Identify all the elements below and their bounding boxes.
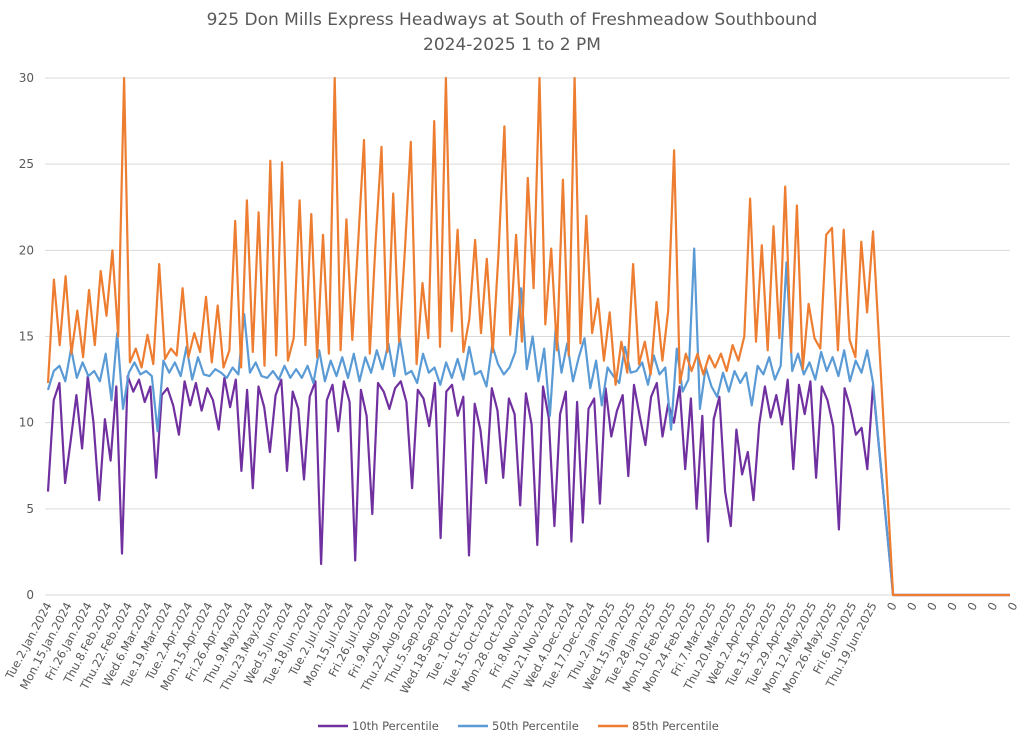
chart-subtitle: 2024-2025 1 to 2 PM: [423, 35, 601, 55]
y-tick-label: 0: [26, 588, 34, 602]
x-tick-label: 0: [904, 600, 920, 613]
legend-label: 85th Percentile: [632, 719, 719, 733]
legend: 10th Percentile 50th Percentile 85th Perce…: [318, 719, 719, 733]
y-tick-label: 25: [19, 157, 34, 171]
series-line-3: [46, 76, 1010, 597]
chart-title: 925 Don Mills Express Headways at South …: [207, 10, 818, 30]
series-line-1: [46, 375, 1010, 597]
x-tick-label: 0: [924, 600, 940, 613]
x-tick-label: 0: [964, 600, 980, 613]
y-tick-label: 10: [19, 416, 34, 430]
x-tick-label: 0: [985, 600, 1001, 613]
x-tick-label: 0: [1005, 600, 1021, 613]
x-tick-label: 0: [884, 600, 900, 613]
series-line-2: [46, 247, 1010, 597]
gridlines: [45, 77, 1010, 596]
y-tick-label: 30: [19, 71, 34, 85]
series-lines: [46, 76, 1010, 597]
legend-label: 10th Percentile: [352, 719, 439, 733]
y-tick-label: 20: [19, 243, 34, 257]
x-axis-ticks: Tue.2.Jan.2024Mon.15.Jan.2024Fri.26.Jan.…: [2, 600, 1021, 696]
y-axis-ticks: 0 5 10 15 20 25 30: [19, 71, 34, 602]
y-tick-label: 15: [19, 330, 34, 344]
y-tick-label: 5: [26, 502, 34, 516]
legend-label: 50th Percentile: [492, 719, 579, 733]
x-tick-label: 0: [944, 600, 960, 613]
